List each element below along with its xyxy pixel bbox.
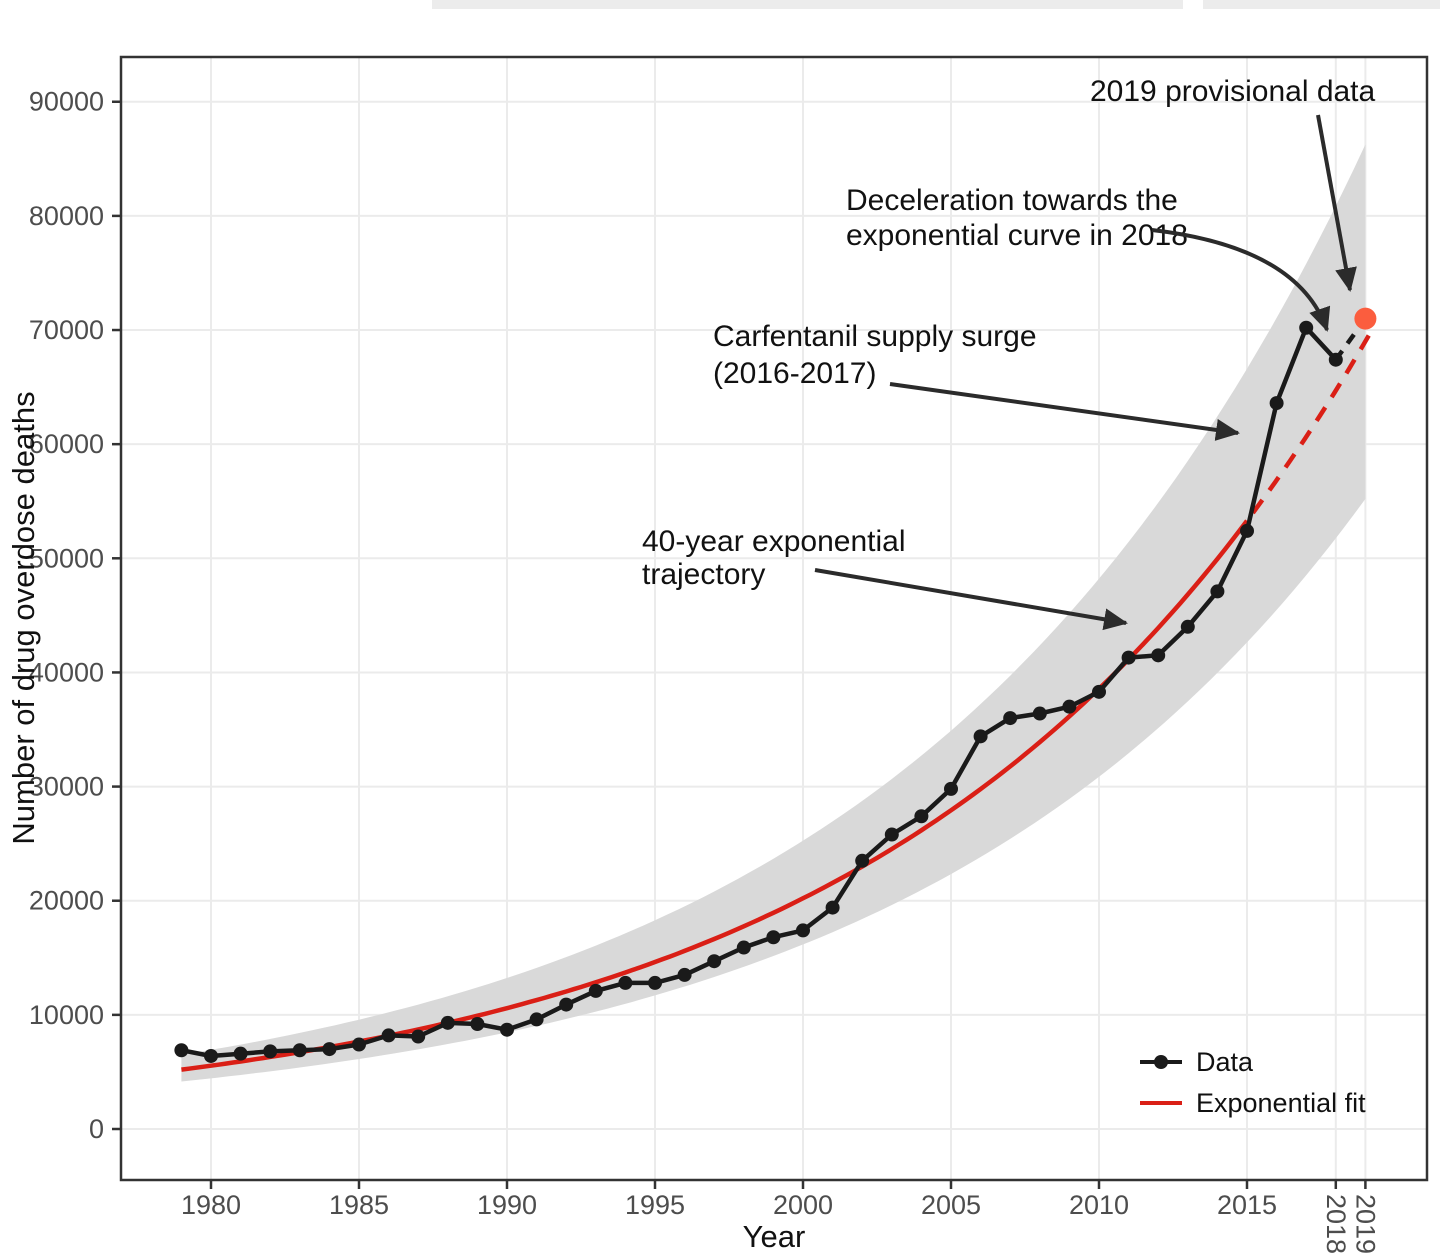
- y-tick-label: 50000: [29, 543, 104, 573]
- legend-label-exponential-fit: Exponential fit: [1196, 1088, 1366, 1118]
- top-strip-right: [1203, 0, 1440, 9]
- data-point: [1092, 684, 1106, 699]
- data-point: [736, 940, 751, 955]
- data-point: [411, 1029, 426, 1044]
- data-point: [1032, 706, 1047, 721]
- data-point: [263, 1044, 278, 1059]
- data-point: [440, 1015, 455, 1030]
- data-point: [648, 975, 662, 990]
- axis-ticks: 1980 1985 1990 1995 2000 2005 2010 2015 2018 2019…: [29, 87, 1380, 1254]
- annotation-text-deceleration-2018: exponential curve in 2018: [846, 219, 1188, 252]
- data-point: [1121, 650, 1136, 665]
- x-tick-label: 1995: [625, 1190, 685, 1220]
- data-point: [204, 1048, 218, 1063]
- y-tick-label: 30000: [29, 772, 104, 802]
- x-tick-label: 2005: [921, 1190, 981, 1220]
- data-point: [1180, 619, 1195, 634]
- y-tick-label: 0: [89, 1114, 104, 1144]
- data-point: [1299, 320, 1314, 335]
- y-tick-label: 80000: [29, 201, 104, 231]
- y-tick-label: 90000: [29, 87, 104, 117]
- legend-label-data: Data: [1196, 1047, 1254, 1077]
- data-point: [944, 781, 958, 796]
- x-tick-label: 1980: [181, 1190, 241, 1220]
- data-point: [855, 853, 870, 868]
- data-point: [796, 923, 810, 938]
- x-axis-title: Year: [743, 1219, 806, 1254]
- data-point: [322, 1042, 337, 1057]
- data-point: [1210, 584, 1225, 599]
- data-point: [381, 1028, 396, 1043]
- data-point: [766, 930, 781, 945]
- annotation-text-carfentanil-surge: Carfentanil supply surge: [713, 320, 1037, 353]
- data-point: [292, 1043, 307, 1058]
- annotation-arrow-carfentanil-surge: [889, 382, 1240, 441]
- data-point: [973, 729, 988, 744]
- data-point: [174, 1043, 189, 1058]
- top-strip-left: [432, 0, 1183, 9]
- data-point: [914, 809, 929, 824]
- data-point: [559, 997, 574, 1012]
- annotations: 2019 provisional data Deceleration toward…: [642, 75, 1376, 631]
- data-point: [1062, 699, 1077, 714]
- data-point: [707, 954, 722, 969]
- fit-line-dashed: [1251, 329, 1374, 515]
- data-point: [470, 1016, 485, 1031]
- data-point: [233, 1046, 248, 1061]
- provisional-data-point: [1354, 307, 1377, 330]
- x-tick-label: 2019: [1350, 1194, 1380, 1254]
- data-point: [500, 1022, 514, 1037]
- y-tick-label: 60000: [29, 429, 104, 459]
- x-tick-label: 2010: [1069, 1190, 1129, 1220]
- data-point: [825, 900, 840, 915]
- data-point: [588, 983, 603, 998]
- confidence-band: [181, 144, 1366, 1082]
- annotation-arrow-deceleration-2018: [1151, 228, 1331, 332]
- data-point: [677, 967, 692, 982]
- data-point: [529, 1012, 544, 1027]
- data-point: [352, 1037, 366, 1052]
- x-tick-label: 1990: [477, 1190, 537, 1220]
- y-tick-label: 20000: [29, 886, 104, 916]
- x-tick-label: 2015: [1217, 1190, 1277, 1220]
- data-point: [884, 827, 899, 842]
- data-point: [1151, 648, 1166, 663]
- y-tick-label: 10000: [29, 1000, 104, 1030]
- y-axis-title: Number of drug overdose deaths: [6, 391, 41, 844]
- legend-data-marker-swatch: [1154, 1055, 1168, 1069]
- annotation-text-exponential-trajectory: trajectory: [642, 558, 765, 591]
- confidence-band-area: [181, 144, 1366, 1082]
- annotation-text-exponential-trajectory: 40-year exponential: [642, 525, 906, 558]
- x-tick-label: 2018: [1321, 1194, 1351, 1254]
- x-tick-label: 1985: [329, 1190, 389, 1220]
- y-tick-label: 40000: [29, 657, 104, 687]
- data-points: [174, 307, 1377, 1063]
- y-tick-label: 70000: [29, 315, 104, 345]
- data-point: [1240, 523, 1254, 538]
- annotation-arrow-provisional-2019: [1316, 114, 1357, 292]
- x-tick-label: 2000: [773, 1190, 833, 1220]
- data-point: [618, 975, 633, 990]
- data-point: [1328, 352, 1343, 367]
- panel-border: [119, 55, 1429, 1182]
- annotation-arrow-exponential-trajectory: [814, 568, 1128, 631]
- annotation-text-carfentanil-surge: (2016-2017): [713, 357, 876, 390]
- annotation-text-deceleration-2018: Deceleration towards the: [846, 184, 1178, 217]
- data-point: [1269, 396, 1284, 411]
- data-point: [1003, 711, 1018, 726]
- data-line-solid: [180, 325, 1338, 1059]
- legend: Data Exponential fit: [1140, 1047, 1366, 1118]
- annotation-text-provisional-2019: 2019 provisional data: [1090, 75, 1376, 108]
